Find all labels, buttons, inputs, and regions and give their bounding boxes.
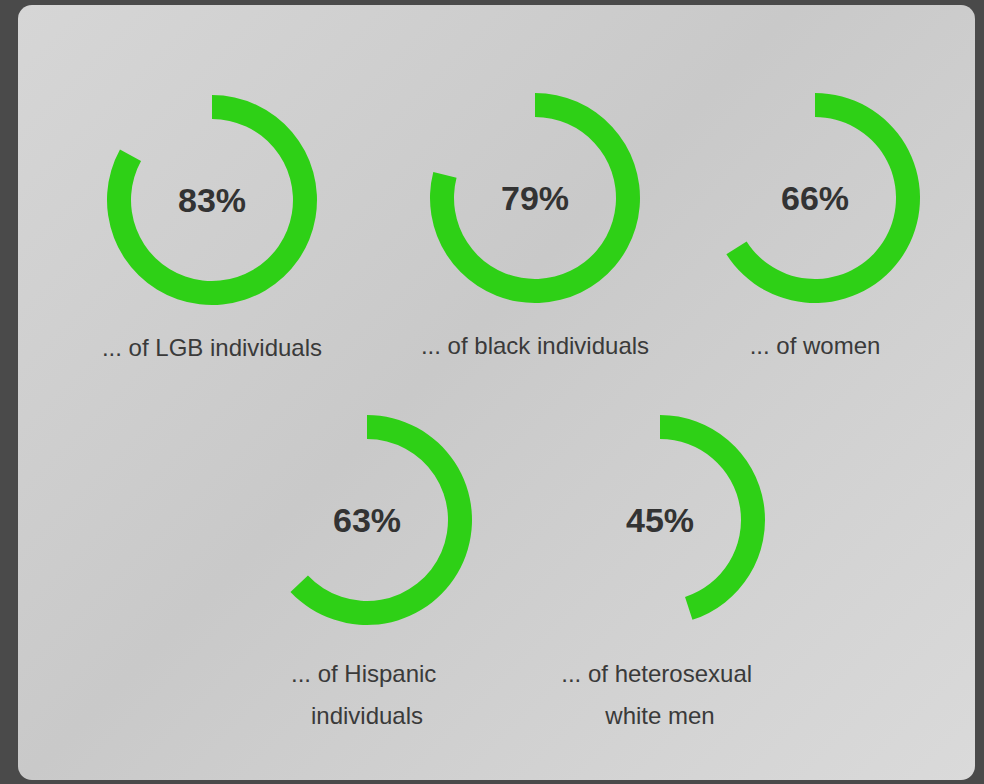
svg-text:79%: 79% xyxy=(501,179,569,217)
svg-text:63%: 63% xyxy=(333,501,401,539)
svg-text:... of black individuals: ... of black individuals xyxy=(421,332,649,359)
svg-text:... of Hispanic: ... of Hispanic xyxy=(291,660,443,687)
svg-text:... of heterosexual: ... of heterosexual xyxy=(561,660,758,687)
svg-text:... of LGB individuals: ... of LGB individuals xyxy=(102,334,322,361)
svg-text:individuals: individuals xyxy=(311,702,423,729)
svg-text:45%: 45% xyxy=(626,501,694,539)
svg-text:83%: 83% xyxy=(178,181,246,219)
svg-text:... of women: ... of women xyxy=(750,332,881,359)
svg-text:white men: white men xyxy=(604,702,714,729)
svg-text:66%: 66% xyxy=(781,179,849,217)
